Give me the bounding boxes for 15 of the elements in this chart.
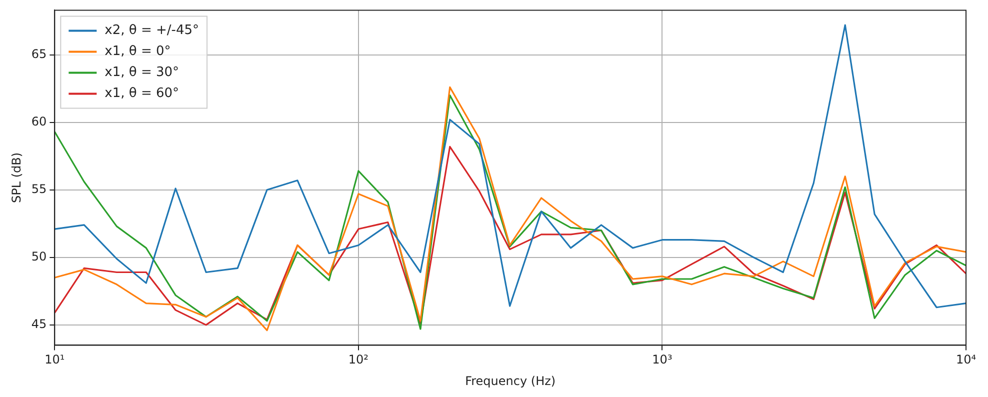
y-tick-label: 65 <box>31 46 47 61</box>
y-tick-label: 60 <box>31 114 47 128</box>
x-axis-title: Frequency (Hz) <box>465 374 556 388</box>
x-tick-label: 10¹ <box>44 352 65 367</box>
y-tick-label: 50 <box>31 250 47 264</box>
y-axis-title: SPL (dB) <box>9 152 24 203</box>
x-tick-label: 10² <box>348 352 369 367</box>
legend-label: x1, θ = 60° <box>104 86 180 102</box>
y-tick-label: 55 <box>31 182 47 196</box>
x-tick-label: 10³ <box>652 352 672 367</box>
y-tick-label: 45 <box>31 317 47 332</box>
legend-label: x1, θ = 30° <box>104 65 180 80</box>
legend-label: x1, θ = 0° <box>104 44 171 60</box>
x-tick-label: 10⁴ <box>956 352 976 367</box>
legend-label: x2, θ = +/-45° <box>104 23 200 38</box>
